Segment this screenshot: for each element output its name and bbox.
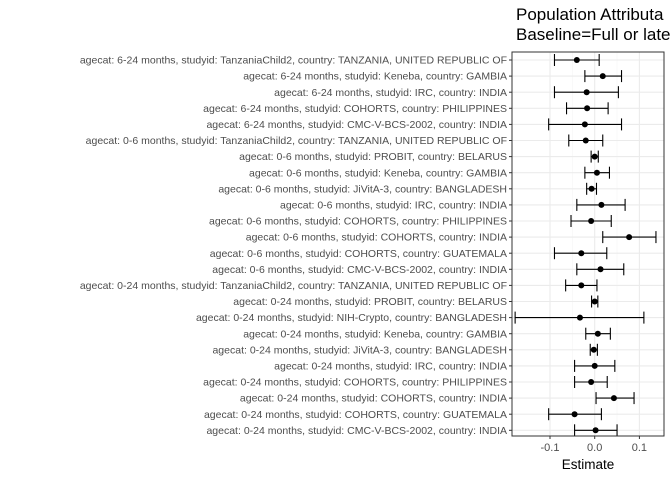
x-axis: -0.1 0.0 0.1 (541, 436, 647, 454)
estimate-point (573, 57, 580, 63)
estimate-point (581, 121, 588, 128)
estimate-marks (514, 54, 657, 437)
estimate-row (576, 263, 625, 276)
row-label: agecat: 0-24 months, studyid: JiVitA-3, … (212, 344, 507, 356)
row-label: agecat: 0-24 months, studyid: PROBIT, co… (233, 296, 507, 308)
estimate-point (578, 250, 585, 257)
estimate-point (591, 298, 598, 305)
estimate-row (514, 311, 645, 324)
row-label: agecat: 0-6 months, studyid: JiVitA-3, c… (218, 183, 507, 195)
row-label: agecat: 0-6 months, studyid: COHORTS, co… (246, 232, 507, 244)
plot-panel-border (511, 51, 665, 437)
row-label: agecat: 0-24 months, studyid: COHORTS, c… (240, 393, 507, 405)
estimate-point (593, 169, 600, 176)
row-label: agecat: 6-24 months, studyid: TanzaniaCh… (80, 55, 507, 67)
estimate-point (588, 379, 595, 385)
estimate-row (565, 102, 609, 115)
x-tick-label: 0.0 (587, 442, 602, 454)
estimate-point (591, 153, 598, 160)
x-axis-title: Estimate (562, 457, 615, 472)
estimate-row (585, 327, 611, 340)
estimate-row (595, 392, 635, 405)
row-label: agecat: 0-24 months, studyid: TanzaniaCh… (80, 280, 507, 292)
estimate-row (553, 86, 619, 99)
row-label: agecat: 6-24 months, studyid: IRC, count… (274, 87, 507, 99)
estimate-row (553, 247, 608, 260)
row-label: agecat: 0-6 months, studyid: CMC-V-BCS-2… (212, 264, 507, 276)
row-label: agecat: 6-24 months, studyid: Keneba, co… (243, 71, 507, 83)
x-tick-label: -0.1 (541, 442, 560, 454)
estimate-point (591, 362, 598, 369)
row-label: agecat: 0-24 months, studyid: COHORTS, c… (203, 377, 507, 389)
estimate-point (599, 73, 606, 80)
estimate-row (602, 231, 657, 244)
row-label: agecat: 0-24 months, studyid: COHORTS, c… (204, 409, 507, 421)
row-labels: agecat: 6-24 months, studyid: TanzaniaCh… (80, 55, 512, 437)
estimate-row (574, 359, 616, 372)
estimate-row (586, 182, 598, 195)
estimate-point (576, 314, 583, 321)
estimate-row (553, 54, 600, 66)
estimate-row (548, 118, 623, 131)
estimate-point (590, 346, 597, 353)
estimate-point (626, 234, 633, 241)
estimate-row (548, 408, 602, 421)
estimate-point (588, 185, 595, 192)
estimate-row (576, 198, 626, 211)
row-label: agecat: 6-24 months, studyid: CMC-V-BCS-… (206, 119, 507, 131)
estimate-point (594, 330, 601, 337)
estimate-row (591, 295, 599, 308)
plot-panel (512, 52, 664, 436)
estimate-row (584, 70, 623, 83)
chart-title-line-2: Baseline=Full or late (516, 25, 671, 44)
row-label: agecat: 0-24 months, studyid: IRC, count… (274, 361, 507, 373)
estimate-row (570, 215, 612, 227)
estimate-row (590, 150, 599, 163)
row-label: agecat: 0-6 months, studyid: COHORTS, co… (210, 248, 507, 260)
row-label: agecat: 0-6 months, studyid: IRC, countr… (280, 200, 507, 212)
estimate-row (574, 376, 608, 388)
estimate-row (565, 279, 598, 292)
estimate-row (589, 343, 598, 356)
row-label: agecat: 0-6 months, studyid: COHORTS, co… (209, 216, 507, 228)
estimate-point (598, 201, 605, 208)
estimate-point (578, 282, 585, 289)
estimate-row (574, 424, 618, 437)
chart-title-line-1: Population Attributa (516, 5, 664, 24)
estimate-row (584, 166, 611, 179)
estimate-row (568, 134, 604, 147)
x-tick-label: 0.1 (632, 442, 647, 454)
row-label: agecat: 0-24 months, studyid: CMC-V-BCS-… (206, 425, 507, 437)
estimate-point (597, 266, 604, 273)
estimate-point (584, 105, 591, 112)
row-label: agecat: 0-24 months, studyid: Keneba, co… (243, 328, 507, 340)
estimate-point (588, 218, 595, 224)
row-label: agecat: 6-24 months, studyid: COHORTS, c… (203, 103, 507, 115)
estimate-point (583, 89, 590, 96)
row-label: agecat: 0-24 months, studyid: NIH-Crypto… (196, 312, 507, 324)
estimate-point (610, 395, 617, 402)
estimate-point (592, 427, 599, 434)
row-label: agecat: 0-6 months, studyid: Keneba, cou… (249, 167, 507, 179)
estimate-point (571, 411, 578, 418)
row-label: agecat: 0-6 months, studyid: PROBIT, cou… (239, 151, 507, 163)
row-label: agecat: 0-6 months, studyid: TanzaniaChi… (86, 135, 507, 147)
estimate-point (582, 137, 589, 144)
